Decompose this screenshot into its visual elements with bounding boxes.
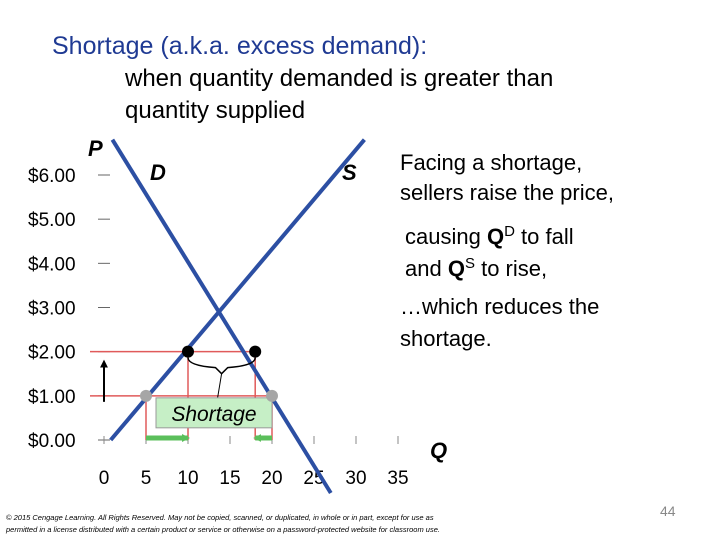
copyright: permitted in a license distributed with … <box>5 525 440 534</box>
series-line <box>110 138 333 495</box>
y-axis-label: P <box>88 136 103 161</box>
y-tick-label: $4.00 <box>28 254 76 275</box>
annotation: and QS to rise, <box>405 255 547 281</box>
shortage-box <box>155 397 273 429</box>
x-tick-label: 5 <box>141 468 152 489</box>
shortage-label: Shortage <box>171 403 256 426</box>
x-tick-label: 20 <box>261 468 282 489</box>
annotation: shortage. <box>400 326 492 351</box>
annotations: Facing a shortage, sellers raise the pri… <box>400 150 614 351</box>
annotation: …which reduces the <box>400 294 599 319</box>
series-label: D <box>150 160 166 185</box>
equilibrium-point <box>249 345 262 358</box>
equilibrium-point <box>182 345 194 358</box>
page-number: 44 <box>660 503 676 519</box>
y-tick-label: $2.00 <box>28 343 76 364</box>
x-tick-label: 30 <box>345 468 366 489</box>
annotation: Facing a shortage, <box>400 150 582 175</box>
copyright: © 2015 Cengage Learning. All Rights Rese… <box>6 513 434 522</box>
equilibrium-point <box>266 389 278 402</box>
y-tick-label: $0.00 <box>28 431 76 452</box>
subtitle: when quantity demanded is greater than <box>124 65 553 92</box>
x-tick-label: 35 <box>387 468 408 489</box>
equilibrium-point <box>140 389 152 402</box>
y-tick-label: $3.00 <box>28 299 76 320</box>
x-tick-label: 10 <box>177 468 198 489</box>
x-tick-label: 0 <box>99 468 110 489</box>
y-tick-label: $6.00 <box>28 166 76 187</box>
subtitle: quantity supplied <box>125 97 305 124</box>
slide-title: Shortage (a.k.a. excess demand): <box>52 32 427 60</box>
series-line <box>109 138 366 442</box>
bracket-pointer <box>217 373 223 398</box>
y-tick-label: $5.00 <box>28 210 76 231</box>
x-tick-label: 15 <box>219 468 240 489</box>
annotation: causing QD to fall <box>405 223 574 249</box>
bracket <box>187 357 256 375</box>
annotation: sellers raise the price, <box>400 180 614 205</box>
x-axis-label: Q <box>430 438 447 463</box>
y-tick-label: $1.00 <box>28 387 76 408</box>
series-label: S <box>342 160 357 185</box>
